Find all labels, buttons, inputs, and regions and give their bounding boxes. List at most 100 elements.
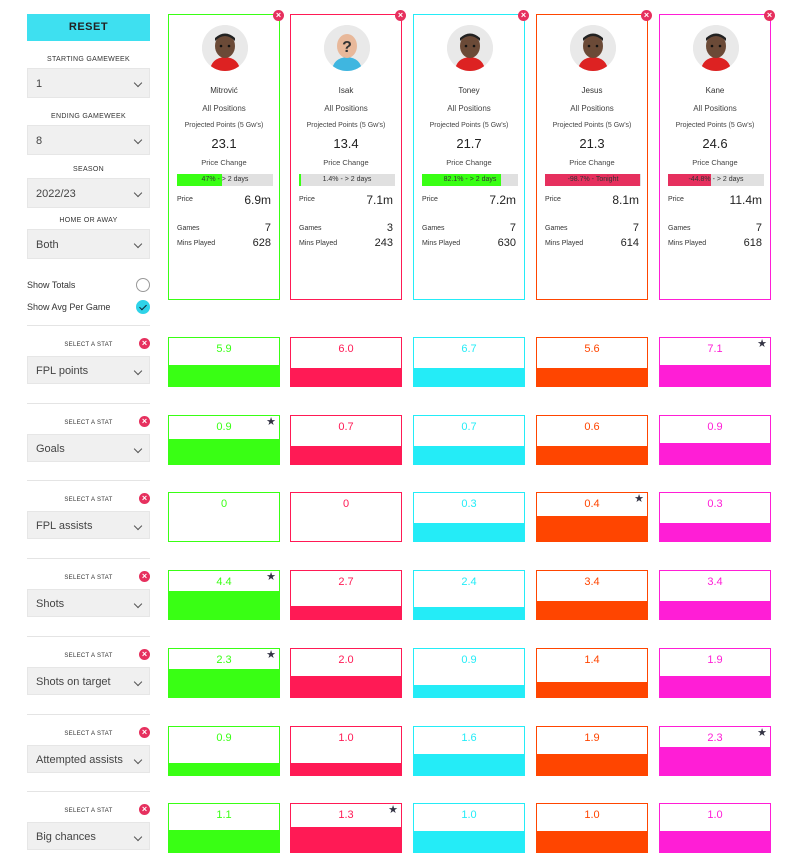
price-change-fill <box>422 174 501 186</box>
mins-played-label: Mins Played <box>299 240 338 247</box>
stat-value: 4.4 <box>216 576 232 588</box>
stat-bar-fill <box>291 368 401 386</box>
price-change-text: 47% - > 2 days <box>201 176 249 183</box>
stat-cell: 0.4 ★ <box>536 492 648 542</box>
stat-bar-fill <box>169 763 279 775</box>
projected-points-label: Projected Points (5 Gw's) <box>429 122 509 129</box>
player-name: Kane <box>705 86 725 95</box>
select-stat-label: SELECT A STAT <box>64 731 113 737</box>
player-avatar-icon <box>202 25 248 71</box>
stat-select[interactable]: FPL assists <box>27 511 150 539</box>
starting-gameweek-value: 1 <box>36 78 43 90</box>
stat-value: 0.9 <box>216 732 232 744</box>
remove-player-icon[interactable]: × <box>518 10 529 21</box>
stat-cell: 2.0 <box>290 648 402 698</box>
stat-select-value: Shots on target <box>36 676 111 688</box>
stat-cell: 3.4 <box>536 570 648 620</box>
player-position: All Positions <box>693 104 737 113</box>
stat-select[interactable]: FPL points <box>27 356 150 384</box>
remove-stat-icon[interactable]: × <box>139 416 150 427</box>
home-away-select[interactable]: Both <box>27 229 150 259</box>
season-select[interactable]: 2022/23 <box>27 178 150 208</box>
star-icon: ★ <box>757 338 767 350</box>
games-label: Games <box>422 225 445 232</box>
starting-gameweek-select[interactable]: 1 <box>27 68 150 98</box>
price-change-bar: 47% - > 2 days <box>177 174 273 186</box>
stat-bar-fill <box>537 601 647 619</box>
stat-select[interactable]: Shots on target <box>27 667 150 695</box>
stat-bar-fill <box>537 516 647 541</box>
remove-stat-icon[interactable]: × <box>139 649 150 660</box>
player-position: All Positions <box>570 104 614 113</box>
projected-points-label: Projected Points (5 Gw's) <box>675 122 755 129</box>
price-change-label: Price Change <box>323 158 369 167</box>
stat-value: 1.6 <box>461 732 477 744</box>
stat-select[interactable]: Shots <box>27 589 150 617</box>
games-value: 7 <box>755 222 762 234</box>
remove-player-icon[interactable]: × <box>273 10 284 21</box>
remove-stat-icon[interactable]: × <box>139 493 150 504</box>
stat-cell: 2.3 ★ <box>168 648 280 698</box>
price-change-text: -98.7% - Tonight <box>567 176 619 183</box>
stat-value: 0 <box>220 498 228 510</box>
chevron-down-icon <box>133 366 143 376</box>
stat-value: 1.9 <box>584 732 600 744</box>
stat-bar-fill <box>537 831 647 852</box>
price-change-fill <box>668 174 712 186</box>
stat-cell: 0 <box>168 492 280 542</box>
show-avg-option[interactable]: Show Avg Per Game <box>27 299 150 315</box>
projected-points: 21.7 <box>456 136 482 151</box>
show-avg-radio[interactable] <box>136 300 150 314</box>
mins-played-label: Mins Played <box>668 240 707 247</box>
remove-player-icon[interactable]: × <box>641 10 652 21</box>
stat-select[interactable]: Attempted assists <box>27 745 150 773</box>
stat-select-value: Attempted assists <box>36 754 123 766</box>
mins-played-value: 628 <box>252 237 271 249</box>
stat-select[interactable]: Big chances <box>27 822 150 850</box>
row-divider <box>27 480 150 481</box>
remove-stat-icon[interactable]: × <box>139 727 150 738</box>
stat-cell: 0.9 ★ <box>168 415 280 465</box>
sidebar: RESET STARTING GAMEWEEK 1 ENDING GAMEWEE… <box>27 14 150 259</box>
mins-played-value: 614 <box>620 237 639 249</box>
stat-bar-fill <box>414 446 524 464</box>
unknown-player-icon: ? <box>324 25 370 71</box>
show-totals-label: Show Totals <box>27 280 76 290</box>
price-label: Price <box>299 196 315 203</box>
remove-player-icon[interactable]: × <box>764 10 775 21</box>
stat-cell: 5.9 <box>168 337 280 387</box>
chevron-down-icon <box>133 677 143 687</box>
stat-bar-fill <box>414 685 524 697</box>
show-totals-radio[interactable] <box>136 278 150 292</box>
games-label: Games <box>177 225 200 232</box>
remove-player-icon[interactable]: × <box>395 10 406 21</box>
chevron-down-icon <box>133 832 143 842</box>
svg-text:?: ? <box>342 39 352 56</box>
stat-cell: 1.1 <box>168 803 280 853</box>
price-change-text: 1.4% - > 2 days <box>322 176 372 183</box>
stat-bar-fill <box>414 831 524 852</box>
chevron-down-icon <box>133 755 143 765</box>
player-avatar-icon <box>693 25 739 71</box>
stat-bar-fill <box>660 747 770 775</box>
stat-select-value: Shots <box>36 598 65 610</box>
stat-value: 1.9 <box>707 654 723 666</box>
stat-cell: 2.3 ★ <box>659 726 771 776</box>
reset-button[interactable]: RESET <box>27 14 150 41</box>
stat-cell: 1.9 <box>536 726 648 776</box>
player-card: × Mitrović All Positions Projected Points (… <box>168 10 284 300</box>
ending-gameweek-select[interactable]: 8 <box>27 125 150 155</box>
stat-value: 1.0 <box>338 732 354 744</box>
remove-stat-icon[interactable]: × <box>139 804 150 815</box>
player-name: Toney <box>458 86 480 95</box>
stat-cell: 3.4 <box>659 570 771 620</box>
ending-gameweek-value: 8 <box>36 135 43 147</box>
remove-stat-icon[interactable]: × <box>139 571 150 582</box>
player-position: All Positions <box>324 104 368 113</box>
stat-bar-fill <box>660 443 770 464</box>
player-position: All Positions <box>202 104 246 113</box>
stat-value: 3.4 <box>707 576 723 588</box>
remove-stat-icon[interactable]: × <box>139 338 150 349</box>
stat-select[interactable]: Goals <box>27 434 150 462</box>
show-totals-option[interactable]: Show Totals <box>27 277 150 293</box>
